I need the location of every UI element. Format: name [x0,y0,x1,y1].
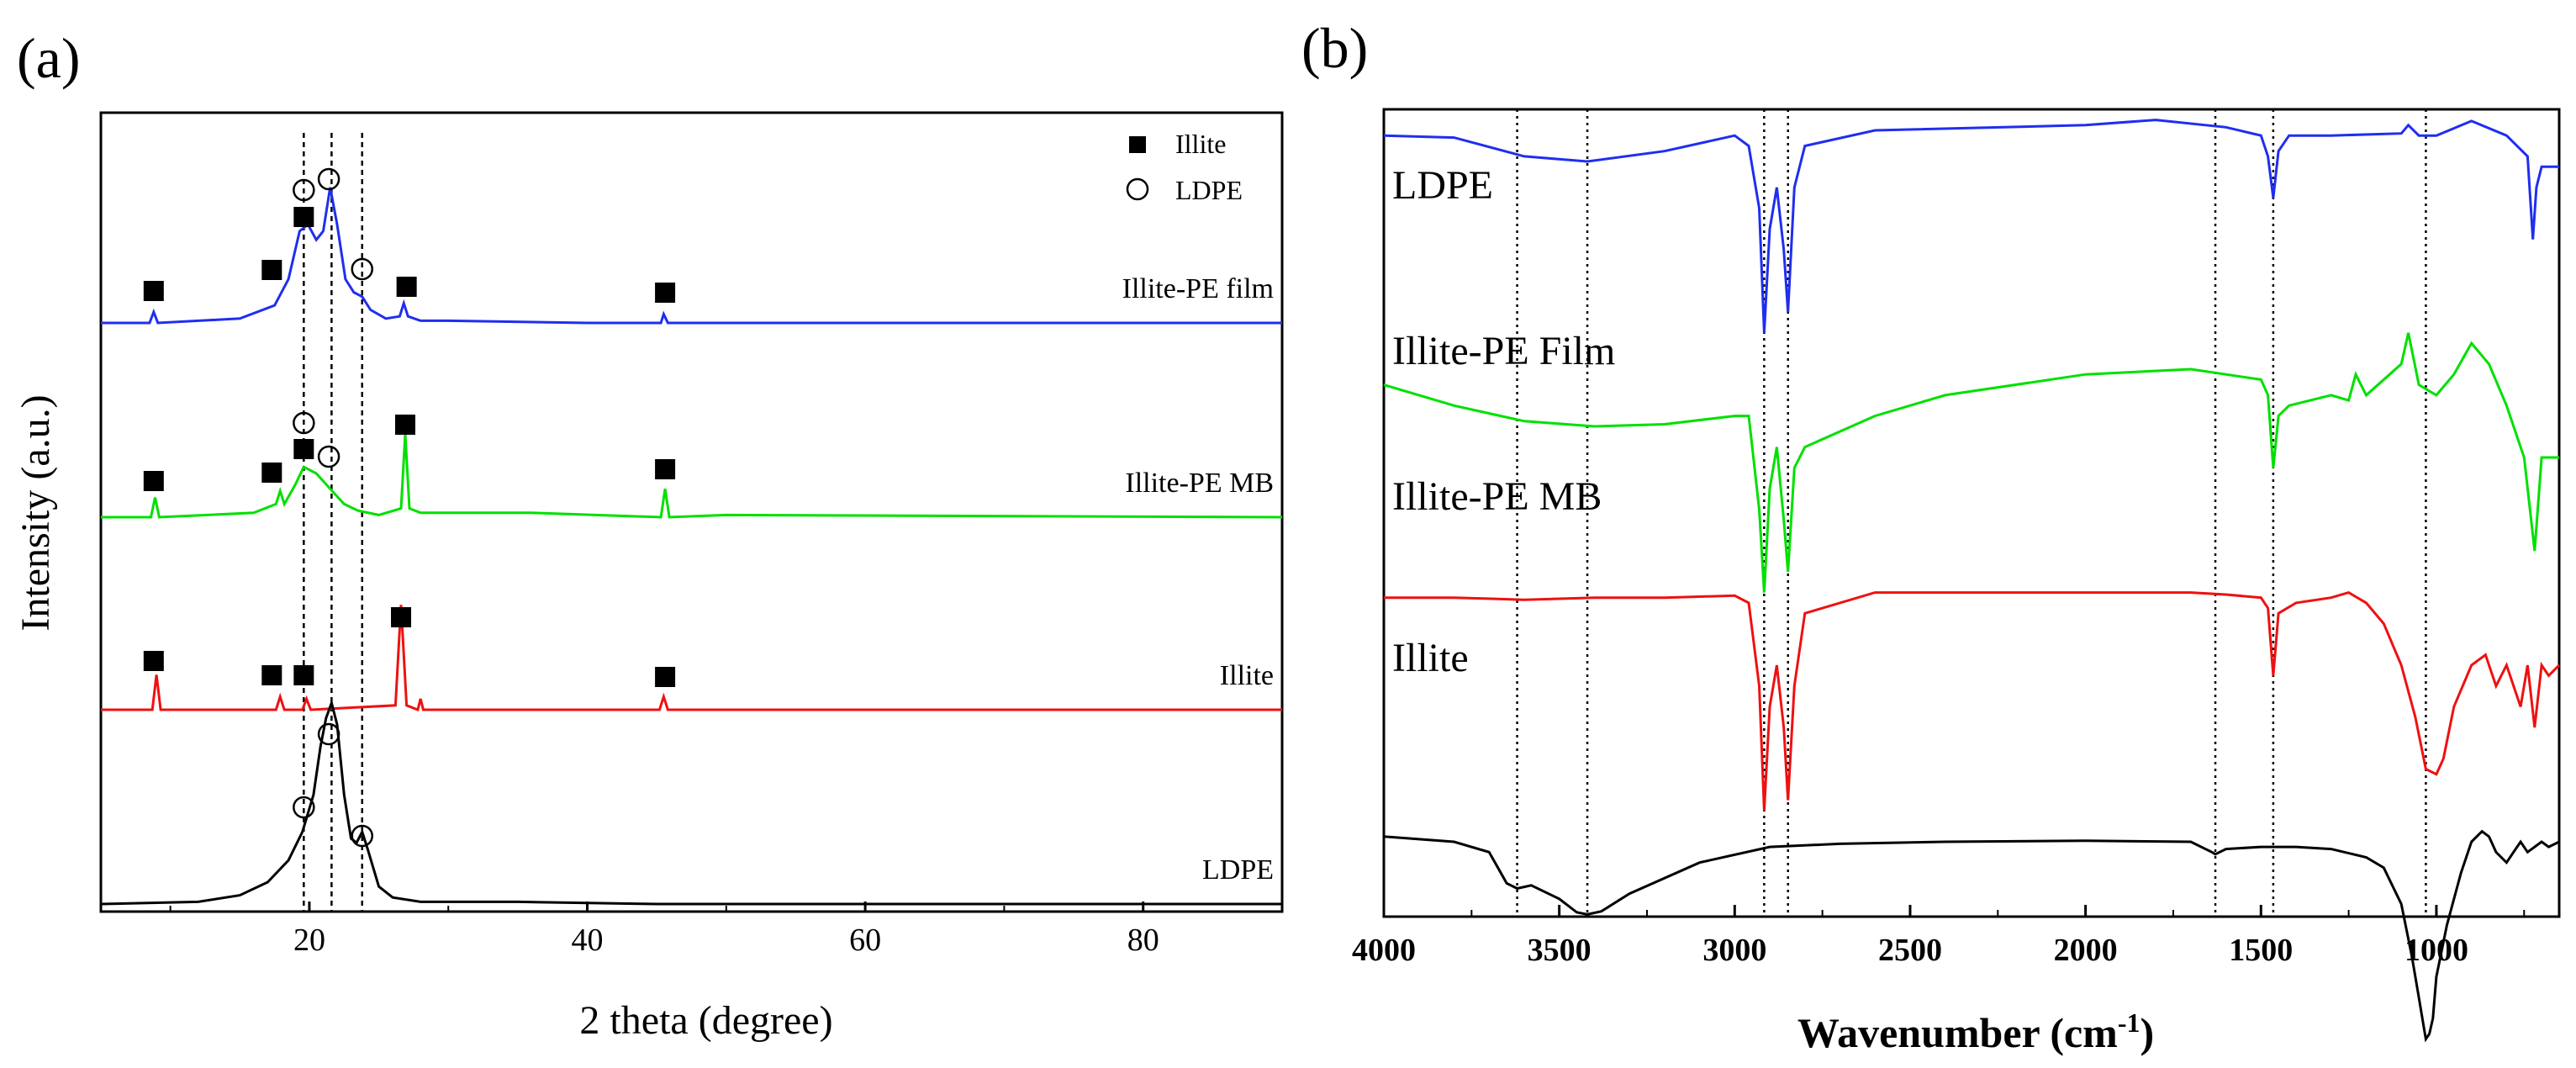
panel-b-series [1383,119,2561,1043]
ldpe-peak-marker [293,178,315,202]
panel-a-plot-frame [99,111,1284,913]
panel-b-series-illite-pe-mb [1384,590,2561,811]
panel-b-x-axis: 4000 3500 3000 2500 2000 1500 1000 [1352,905,2526,968]
panel-a-x-tick-label: 40 [572,923,604,958]
legend-illite-label: Illite [1175,129,1226,159]
panel-a-reference-lines [303,133,364,912]
panel-a-series-illite-pe-film [101,187,1282,325]
panel-a-series-label-ldpe: LDPE [1202,854,1274,886]
illite-peak-marker [391,607,412,627]
panel-b-x-tick-label: 1000 [2404,933,2468,968]
illite-peak-marker [261,665,282,685]
panel-b-reference-lines [1516,109,2427,917]
panel-b-series-label-illite-pe-mb: Illite-PE MB [1392,474,1602,519]
panel-a-series-ldpe [100,698,1282,906]
panel-a-x-axis: 20 40 60 80 [169,901,1159,958]
ldpe-peak-marker [293,411,315,435]
panel-a-x-tick-label: 20 [293,923,325,958]
illite-peak-marker [143,471,164,491]
panel-b-series-labels: LDPE Illite-PE Film Illite-PE MB Illite [1392,163,1615,680]
illite-peak-marker [655,283,676,303]
panel-b-x-axis-title-base: Wavenumber (cm [1797,1009,2118,1056]
panel-b-series-label-illite-pe-film: Illite-PE Film [1392,329,1615,373]
panel-a-series-label-illite: Illite [1220,660,1274,691]
panel-a-series-label-illite-pe-mb: Illite-PE MB [1125,468,1274,499]
panel-b-series-label-ldpe: LDPE [1392,163,1493,208]
panel-a-x-tick-label: 80 [1127,923,1159,958]
panel-b-x-axis-title: Wavenumber (cm-1) [1797,1007,2154,1056]
legend-illite-marker [1129,136,1146,153]
panel-b-series-illite [1383,829,2560,1043]
panel-a-x-axis-title: 2 theta (degree) [579,998,832,1043]
legend-ldpe-label: LDPE [1175,175,1243,205]
illite-peak-marker [143,651,164,671]
legend-ldpe-marker [1126,177,1149,201]
panel-a-legend: Illite LDPE [1126,129,1243,205]
illite-peak-marker [293,665,314,685]
illite-peak-marker [143,281,164,301]
panel-a-series [100,187,1283,906]
ldpe-peak-marker [317,167,340,191]
illite-peak-marker [293,207,314,227]
panel-b-x-tick-label: 2000 [2054,933,2118,968]
panel-a-y-axis-title: Intensity (a.u.) [13,394,58,631]
illite-peak-marker [293,439,314,459]
panel-b-series-illite-pe-film [1383,332,2559,593]
ldpe-peak-marker [351,824,374,848]
panel-b-x-tick-label: 4000 [1352,933,1416,968]
panel-a-series-label-illite-pe-film: Illite-PE film [1122,273,1274,304]
illite-peak-marker [655,667,676,687]
panel-b-series-ldpe [1383,119,2559,333]
panel-b-x-tick-label: 3000 [1702,933,1766,968]
panel-b-x-axis-title-end: ) [2140,1009,2154,1056]
panel-b-label: (b) [1301,16,1368,80]
illite-peak-marker [655,459,676,479]
panel-b-x-tick-label: 3500 [1528,933,1592,968]
panel-a-label: (a) [17,26,80,90]
illite-peak-marker [396,277,417,297]
panel-a-series-labels: Illite-PE film Illite-PE MB Illite LDPE [1122,273,1274,886]
panel-b-plot-frame [1382,108,2561,918]
panel-b-series-label-illite: Illite [1392,636,1469,680]
ldpe-peak-marker [293,796,315,819]
illite-peak-marker [261,260,282,280]
panel-a-series-illite-pe-mb [101,434,1283,519]
ldpe-peak-marker [317,445,340,468]
illite-peak-marker [394,415,415,435]
panel-a-x-tick-label: 60 [849,923,881,958]
ldpe-peak-marker [351,257,374,281]
panel-b-x-tick-label: 2500 [1878,933,1942,968]
panel-a-peak-markers [143,167,676,848]
illite-peak-marker [261,463,282,483]
ldpe-peak-marker [317,722,340,746]
panel-b-x-tick-label: 1500 [2229,933,2293,968]
panel-b-x-axis-title-sup: -1 [2118,1007,2141,1038]
panel-a-series-illite [101,605,1282,712]
